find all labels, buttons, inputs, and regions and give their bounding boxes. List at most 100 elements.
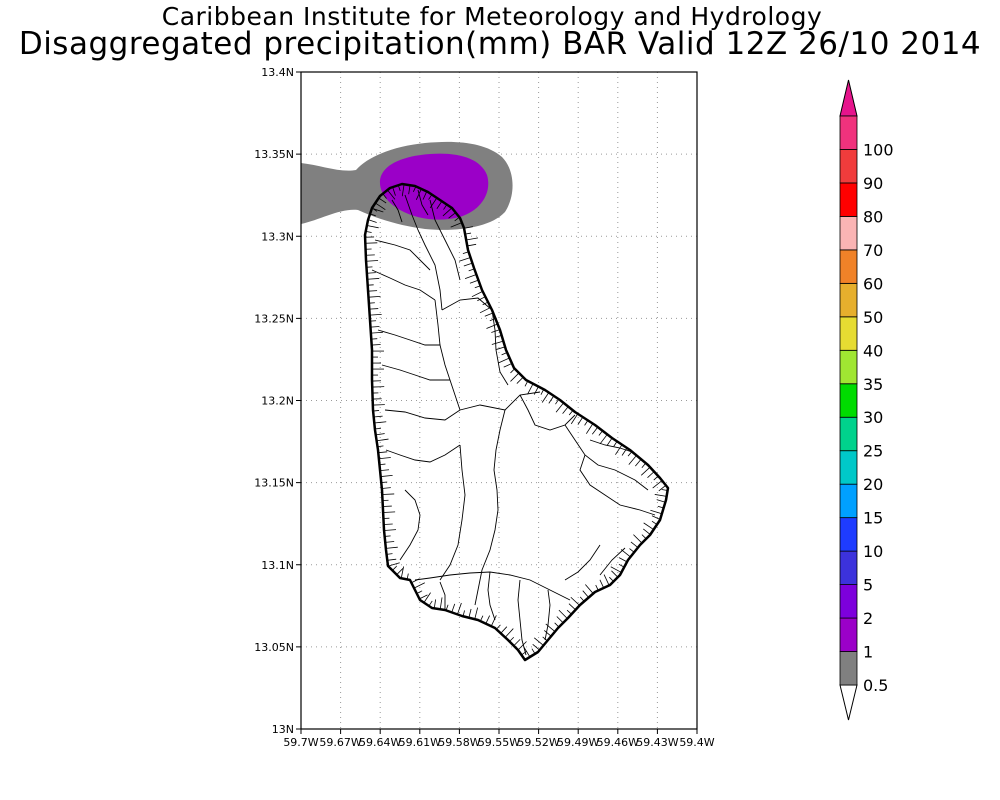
coast-hatch-line [468, 608, 472, 618]
coast-hatch-line [621, 447, 628, 456]
coast-hatch-line [586, 423, 594, 434]
coast-hatch-line [443, 204, 448, 210]
coast-hatch-line [496, 624, 501, 630]
coast-hatch-line [442, 207, 453, 217]
colorbar-segment [839, 651, 858, 686]
coast-hatch-line [375, 202, 386, 210]
coast-hatch-line [416, 590, 423, 594]
coast-hatch-line [491, 329, 500, 333]
coast-hatch-line [516, 376, 524, 384]
colorbar-segment [839, 517, 858, 552]
colorbar-segment [839, 182, 858, 217]
colorbar-segment [839, 249, 858, 284]
coast-hatch-line [527, 383, 534, 395]
chart-subtitle: Disaggregated precipitation(mm) BAR Vali… [18, 26, 982, 62]
coast-hatch-line [368, 290, 378, 292]
coast-hatch-line [366, 225, 379, 229]
coast-hatch-line [462, 610, 465, 617]
coast-hatch-line [381, 481, 388, 483]
lat-tick-label: 13.3N [261, 230, 294, 243]
coast-hatch-line [439, 597, 443, 610]
coast-hatch-line [633, 534, 643, 544]
colorbar-segment [839, 282, 858, 318]
coast-hatch-line [371, 207, 384, 213]
coast-hatch-line [532, 643, 540, 651]
colorbar-label: 40 [863, 341, 883, 360]
coast-hatch-line [474, 285, 481, 289]
coast-hatch-line [384, 529, 397, 531]
colorbar-bottom-arrow [839, 684, 858, 721]
coast-hatch-line [374, 421, 387, 424]
coast-hatch-line [484, 312, 494, 317]
coast-hatch-line [385, 541, 395, 543]
coast-hatch-line [555, 402, 564, 413]
coast-hatch-line [369, 308, 379, 310]
colorbar-segment [839, 383, 858, 418]
coast-hatch-line [378, 451, 388, 454]
coast-hatch-line [376, 438, 389, 442]
colorbar-label: 100 [863, 140, 894, 159]
colorbar-top-arrow [839, 79, 858, 117]
coast-hatch-line [467, 243, 477, 247]
coast-hatch-line [406, 573, 409, 580]
longitude-axis: 59.7W 59.67W59.64W59.61W59.58W59.55W59.52… [283, 729, 715, 749]
coast-hatch-line [630, 541, 639, 548]
coast-hatch-line [577, 416, 584, 425]
coast-hatch-line [510, 368, 515, 374]
lat-tick-label: 13.4N [261, 66, 294, 79]
coast-hatch-line [369, 313, 382, 316]
colorbar-label: 15 [863, 509, 883, 528]
coast-hatch-line [413, 186, 417, 193]
coast-hatch-line [373, 415, 383, 418]
coast-hatch-line [517, 641, 527, 651]
coast-hatch-line [366, 260, 379, 262]
coast-hatch-line [566, 609, 572, 615]
coast-hatch-line [465, 232, 472, 235]
coast-hatch-line [448, 212, 456, 219]
coast-hatch-line [374, 427, 381, 430]
coast-hatch-line [568, 603, 576, 611]
coast-hatch-line [366, 272, 376, 274]
coast-hatch-line [413, 582, 425, 589]
coast-hatch-line [579, 596, 585, 602]
coast-hatch-line [382, 493, 395, 495]
lon-tick-label: 59.64W [359, 736, 401, 749]
lon-tick-label: 59.49W [557, 736, 599, 749]
coast-hatch-line [628, 455, 637, 465]
coast-hatch-line [367, 278, 380, 280]
colorbar-label: 0.5 [863, 676, 888, 695]
coast-hatch-line [379, 463, 386, 466]
lat-tick-label: 13.25N [254, 312, 294, 325]
coast-hatch-line [540, 389, 545, 395]
coast-hatch-line [433, 599, 437, 609]
coast-hatch-line [378, 457, 391, 460]
coast-hatch-line [480, 615, 484, 622]
coast-hatch-line [422, 191, 428, 200]
coast-hatch-line [423, 592, 431, 603]
coast-hatch-line [652, 480, 663, 489]
lon-tick-label: 59.43W [636, 736, 678, 749]
lat-tick-label: 13N [272, 723, 294, 736]
coast-hatch-line [611, 570, 619, 578]
coast-hatch-line [533, 386, 539, 395]
coast-hatch-line [401, 184, 405, 197]
coast-hatch-line [381, 487, 391, 489]
coast-hatch-line [373, 410, 380, 412]
coast-hatch-line [558, 609, 568, 619]
coastline-detail [365, 184, 668, 661]
coast-hatch-line [392, 565, 397, 571]
coast-hatch-line [656, 499, 666, 503]
coast-hatch-line [524, 654, 533, 661]
coast-hatch-line [568, 410, 574, 416]
colorbar-label: 50 [863, 308, 883, 327]
lat-tick-label: 13.1N [261, 559, 294, 572]
coast-hatch-line [556, 616, 564, 624]
coast-hatch-line [513, 639, 521, 647]
colorbar-segment [839, 483, 858, 519]
coast-hatch-line [385, 546, 398, 549]
colorbar-segment [839, 216, 858, 251]
colorbar-label: 20 [863, 475, 883, 494]
coast-hatch-line [371, 344, 381, 346]
colorbar-segment [839, 416, 858, 452]
lat-tick-label: 13.35N [254, 148, 294, 161]
